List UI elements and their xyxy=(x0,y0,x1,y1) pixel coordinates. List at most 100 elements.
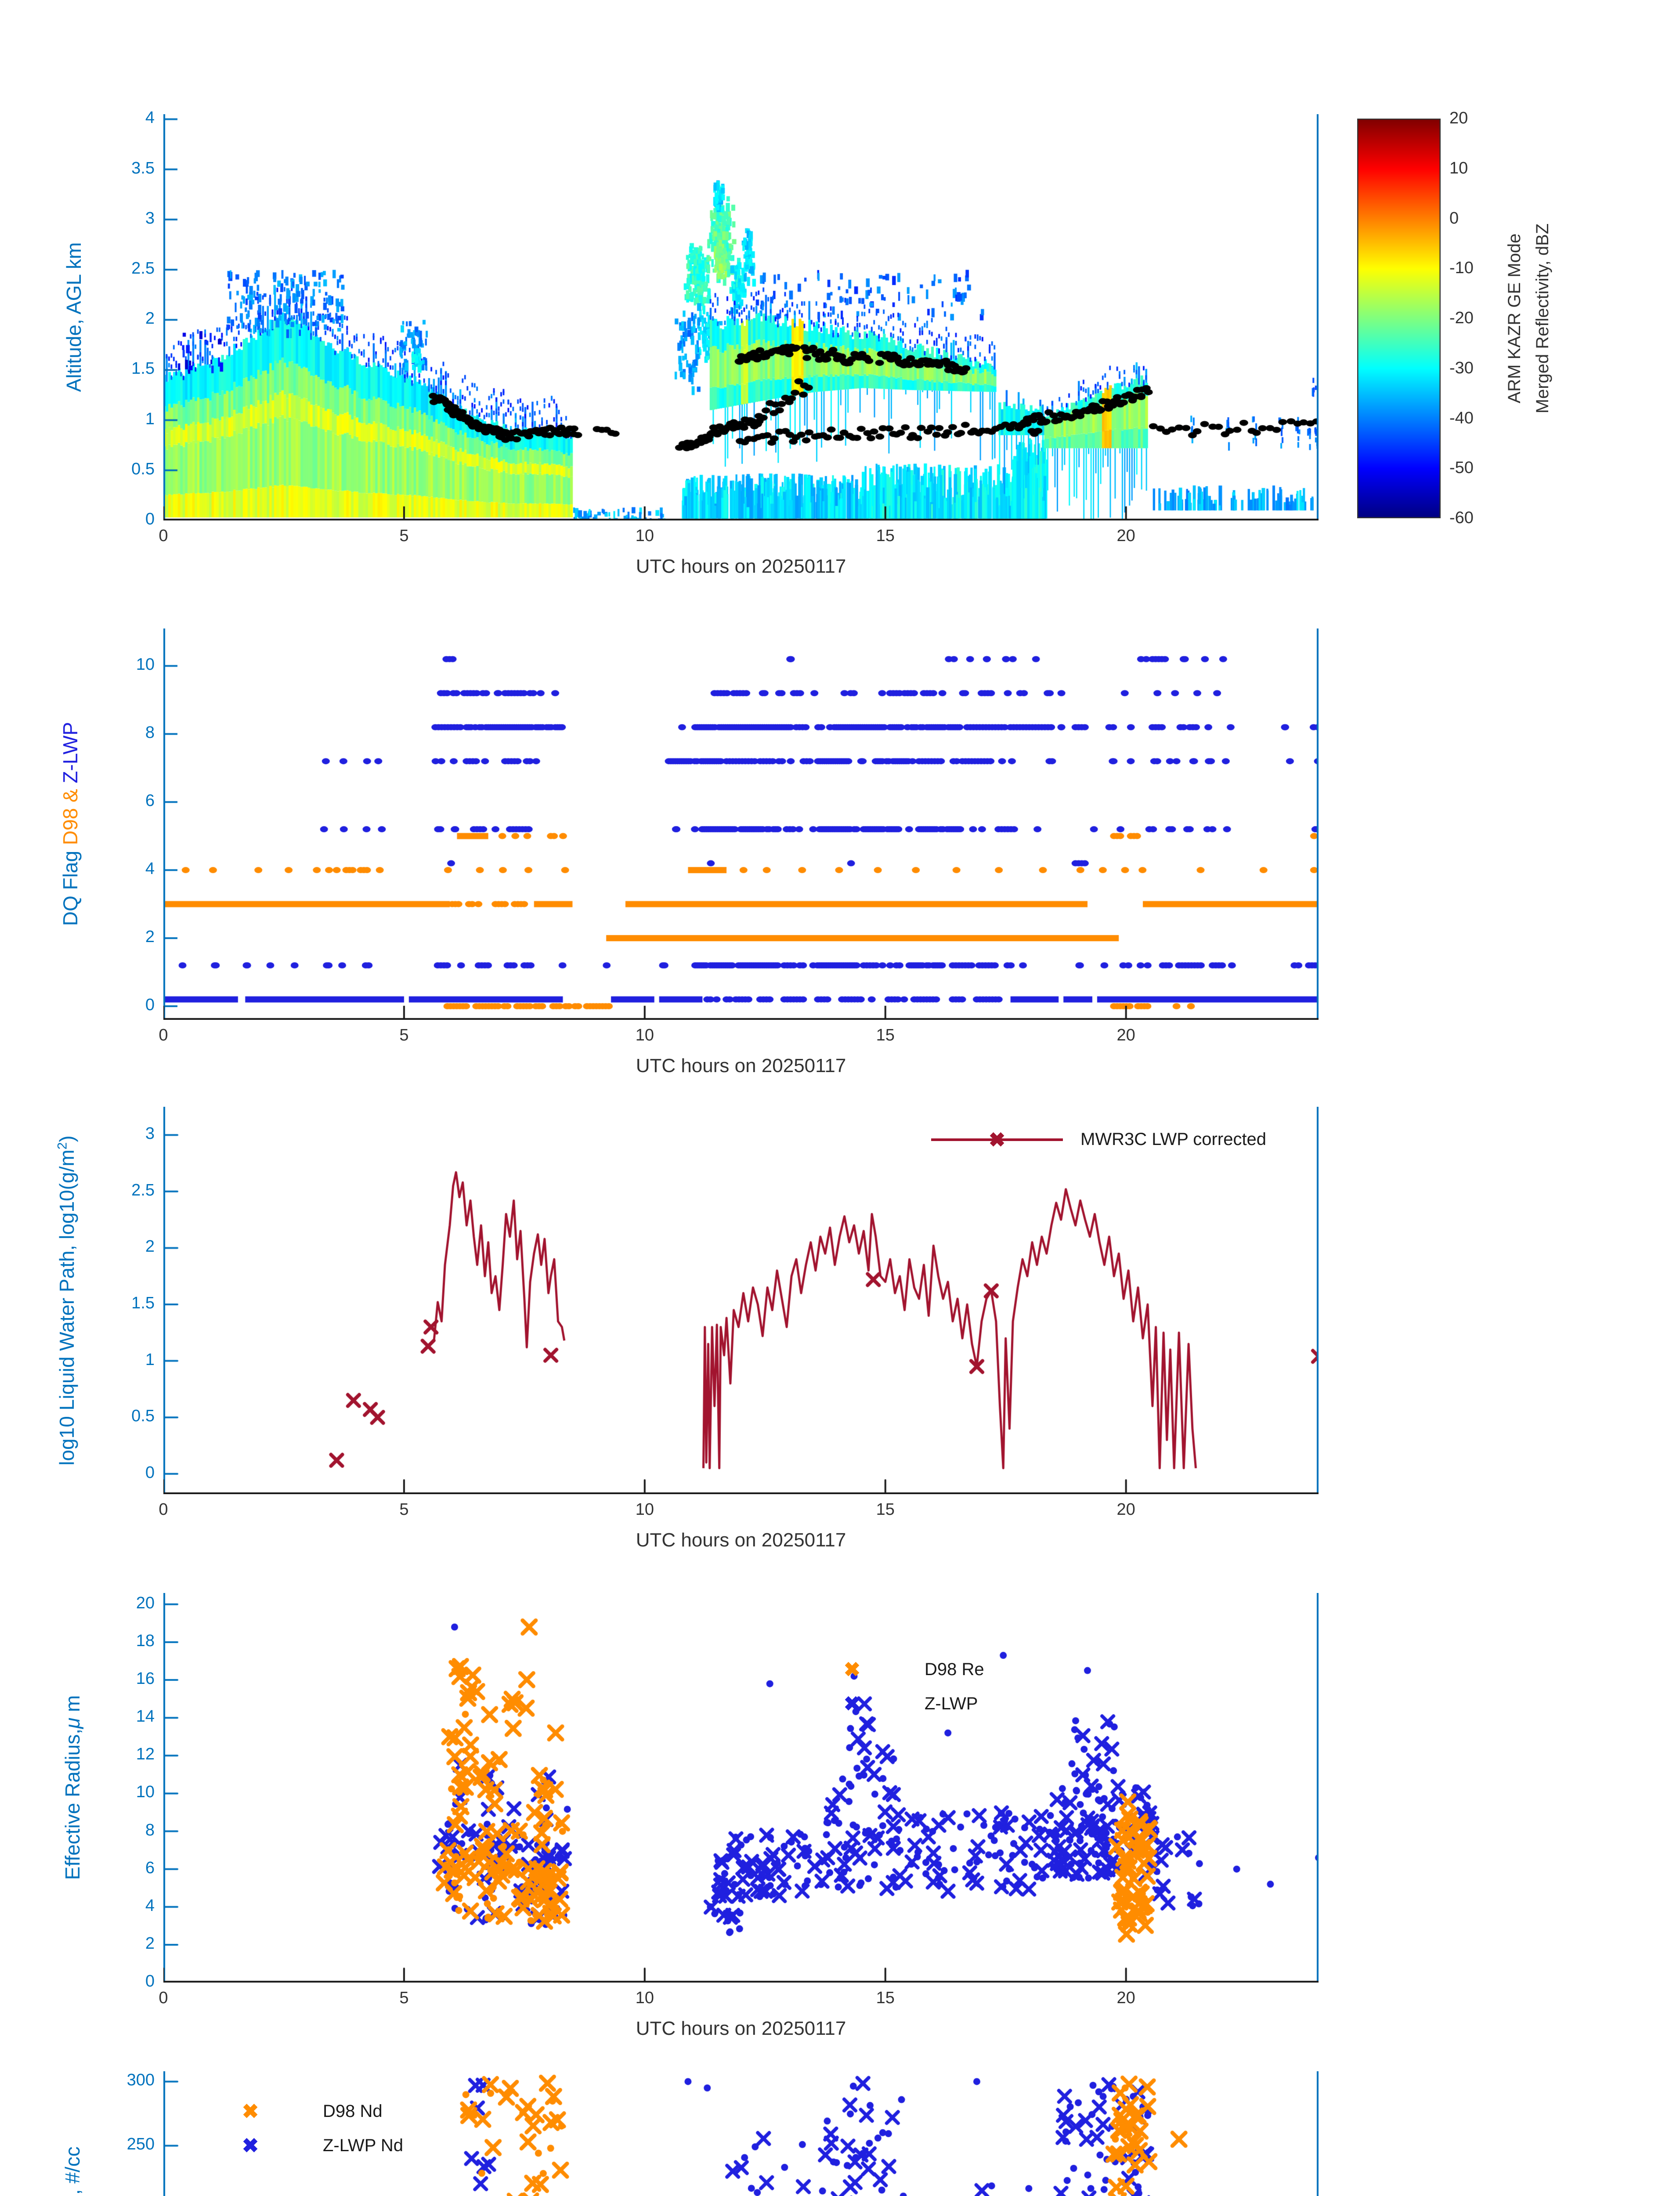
panel4-ytick-12: 12 xyxy=(136,1745,155,1764)
colorbar-title-line1: ARM KAZR GE Mode xyxy=(1505,233,1524,404)
panel4-xtick-15: 15 xyxy=(876,1989,895,2007)
panel1-xtick-0: 0 xyxy=(159,527,168,545)
panel3-x-axis-label: UTC hours on 20250117 xyxy=(636,1529,846,1551)
panel5-legend-row-d98: ✖ D98 Nd xyxy=(235,2094,403,2128)
panel4-ytick-16: 16 xyxy=(136,1669,155,1688)
effective-radius-scatter xyxy=(163,1593,1319,1983)
panel3-xtick-20: 20 xyxy=(1116,1500,1135,1519)
panel3-ytick-2: 2 xyxy=(145,1237,155,1256)
panel4-ytick-2: 2 xyxy=(145,1934,155,1953)
panel1-ytick-4: 4 xyxy=(145,108,155,127)
droplet-concentration-scatter xyxy=(163,2071,1319,2196)
panel4-x-axis-label: UTC hours on 20250117 xyxy=(636,2018,846,2039)
colorbar-tick--40: -40 xyxy=(1449,408,1474,427)
colorbar-tick--60: -60 xyxy=(1449,509,1474,527)
panel1-xtick-20: 20 xyxy=(1116,527,1135,545)
panel5-ytick-300: 300 xyxy=(126,2071,155,2090)
panel3-xtick-5: 5 xyxy=(399,1500,409,1519)
panel1-ytick-2.5: 2.5 xyxy=(131,259,155,278)
panel5-legend: ✖ D98 Nd ✖ Z-LWP Nd xyxy=(235,2094,403,2163)
zlwp-re-marker-icon: ✖ xyxy=(843,1692,861,1715)
panel1-ytick-3.5: 3.5 xyxy=(131,159,155,177)
panel1-y-axis-label: Altitude, AGL km xyxy=(62,242,85,392)
zlwp-nd-label: Z-LWP Nd xyxy=(323,2135,403,2155)
panel2-ytick-6: 6 xyxy=(145,791,155,810)
colorbar-tick-20: 20 xyxy=(1449,109,1468,127)
panel1-ytick-0.5: 0.5 xyxy=(131,459,155,478)
panel5-ytick-250: 250 xyxy=(126,2135,155,2154)
d98-re-marker-icon: ✖ xyxy=(843,1658,861,1681)
panel4-xtick-20: 20 xyxy=(1116,1989,1135,2007)
lwp-legend-line-icon: ✖ xyxy=(931,1128,1063,1151)
panel3-xtick-15: 15 xyxy=(876,1500,895,1519)
kazr-reflectivity-heatmap xyxy=(163,114,1319,520)
panel4-legend: ✖ D98 Re ✖ Z-LWP xyxy=(837,1652,984,1721)
lwp-line-chart xyxy=(163,1107,1319,1494)
panel3-ytick-0.5: 0.5 xyxy=(131,1407,155,1426)
panel1-x-axis-label: UTC hours on 20250117 xyxy=(636,556,846,577)
panel2-ytick-8: 8 xyxy=(145,723,155,742)
panel4-ylabel-main: Effective Radius, xyxy=(61,1728,84,1880)
panel5-legend-row-zlwp: ✖ Z-LWP Nd xyxy=(235,2128,403,2163)
panel4-ytick-18: 18 xyxy=(136,1631,155,1650)
reflectivity-colorbar xyxy=(1357,119,1441,518)
panel4-legend-row-zlwp: ✖ Z-LWP xyxy=(837,1687,984,1721)
panel4-ytick-4: 4 xyxy=(145,1896,155,1915)
panel1-xtick-5: 5 xyxy=(399,527,409,545)
colorbar-tick--30: -30 xyxy=(1449,358,1474,377)
colorbar-title-line2: Merged Reflectivity, dBZ xyxy=(1533,223,1552,414)
panel2-ylabel-part-dqflag: DQ Flag xyxy=(59,845,82,926)
panel3-ylabel-sup: 2 xyxy=(55,1142,70,1150)
panel3-ytick-1: 1 xyxy=(145,1350,155,1369)
d98-re-label: D98 Re xyxy=(925,1659,984,1679)
colorbar-title: ARM KAZR GE Mode Merged Reflectivity, dB… xyxy=(1500,224,1557,414)
colorbar-tick--50: -50 xyxy=(1449,459,1474,477)
panel4-ytick-8: 8 xyxy=(145,1820,155,1839)
panel2-ylabel-part-zlwp: Z-LWP xyxy=(59,722,82,784)
panel4-ytick-20: 20 xyxy=(136,1593,155,1612)
panel3-ytick-1.5: 1.5 xyxy=(131,1294,155,1312)
panel3-legend: ✖ MWR3C LWP corrected xyxy=(931,1128,1267,1151)
panel4-xtick-10: 10 xyxy=(635,1989,654,2007)
panel1-xtick-15: 15 xyxy=(876,527,895,545)
panel5-y-axis-label: Droplet Concentration, #/cc xyxy=(61,2146,84,2196)
panel3-ytick-2.5: 2.5 xyxy=(131,1181,155,1199)
d98-nd-marker-icon: ✖ xyxy=(242,2100,259,2123)
panel4-xtick-5: 5 xyxy=(399,1989,409,2007)
panel2-ytick-2: 2 xyxy=(145,928,155,946)
panel3-ylabel-close: ) xyxy=(55,1135,78,1142)
panel4-y-axis-label: Effective Radius,μ m xyxy=(61,1695,84,1880)
zlwp-re-label: Z-LWP xyxy=(925,1694,978,1713)
panel2-ylabel-part-d98: D98 & xyxy=(59,783,82,845)
panel1-ytick-2: 2 xyxy=(145,309,155,328)
panel1-ytick-0: 0 xyxy=(145,510,155,528)
lwp-legend-label: MWR3C LWP corrected xyxy=(1080,1130,1267,1149)
panel3-xtick-0: 0 xyxy=(159,1500,168,1519)
panel2-y-axis-label: DQ Flag D98 & Z-LWP xyxy=(58,722,82,926)
panel4-legend-row-d98: ✖ D98 Re xyxy=(837,1652,984,1687)
panel4-ytick-6: 6 xyxy=(145,1858,155,1877)
colorbar-tick-10: 10 xyxy=(1449,159,1468,177)
panel1-ytick-3: 3 xyxy=(145,209,155,228)
panel3-ytick-0: 0 xyxy=(145,1463,155,1482)
d98-nd-label: D98 Nd xyxy=(323,2101,383,2121)
panel4-ylabel-mu: μ xyxy=(61,1717,84,1729)
panel2-xtick-20: 20 xyxy=(1116,1026,1135,1044)
panel2-x-axis-label: UTC hours on 20250117 xyxy=(636,1055,846,1076)
panel3-ylabel-main: log10 Liquid Water Path, log10(g/m xyxy=(55,1149,78,1466)
panel4-ylabel-unit: m xyxy=(61,1695,84,1718)
zlwp-nd-marker-icon: ✖ xyxy=(242,2134,259,2157)
panel4-ytick-0: 0 xyxy=(145,1972,155,1990)
colorbar-tick-0: 0 xyxy=(1449,209,1459,228)
panel3-ytick-3: 3 xyxy=(145,1124,155,1143)
colorbar-tick--10: -10 xyxy=(1449,259,1474,278)
panel4-ytick-10: 10 xyxy=(136,1783,155,1802)
panel3-xtick-10: 10 xyxy=(635,1500,654,1519)
panel4-ytick-14: 14 xyxy=(136,1707,155,1726)
panel2-xtick-10: 10 xyxy=(635,1026,654,1044)
panel2-ytick-10: 10 xyxy=(136,655,155,674)
panel2-xtick-5: 5 xyxy=(399,1026,409,1044)
panel3-y-axis-label: log10 Liquid Water Path, log10(g/m2) xyxy=(55,1135,79,1465)
colorbar-tick--20: -20 xyxy=(1449,309,1474,327)
